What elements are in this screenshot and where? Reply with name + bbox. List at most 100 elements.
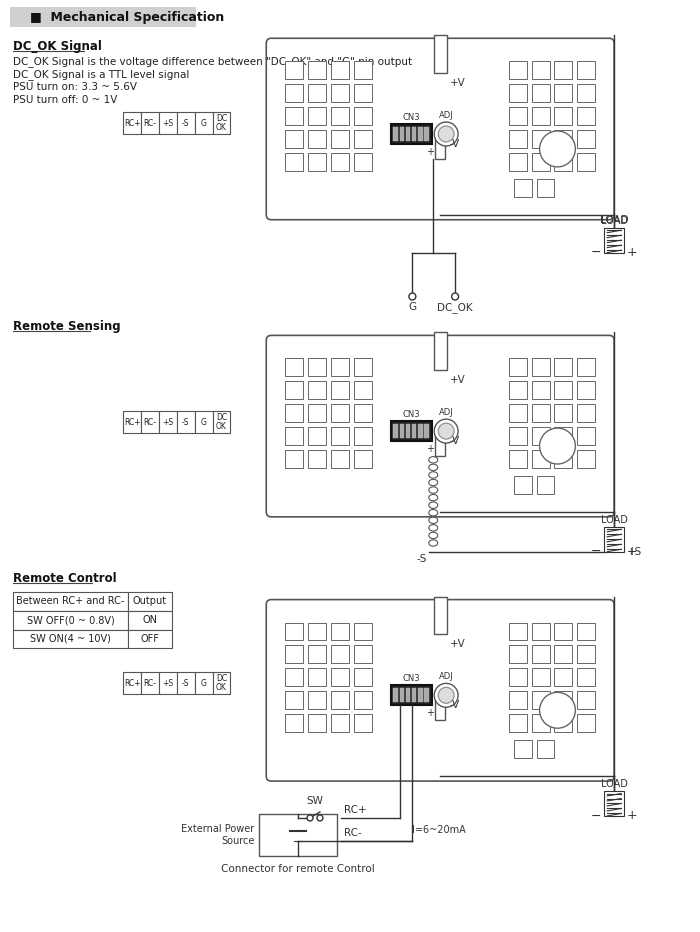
Circle shape [438, 126, 454, 142]
Text: RC-: RC- [144, 418, 157, 427]
Circle shape [452, 293, 458, 300]
Bar [308, 107, 326, 125]
Bar [331, 358, 349, 377]
Bar [578, 623, 595, 640]
Bar [331, 714, 349, 733]
Text: PSU turn on: 3.3 ~ 5.6V: PSU turn on: 3.3 ~ 5.6V [13, 82, 137, 92]
Text: DC_OK Signal: DC_OK Signal [13, 40, 102, 53]
Bar [418, 127, 423, 141]
Bar [10, 7, 196, 27]
Bar [578, 62, 595, 79]
Bar [285, 714, 303, 733]
Text: SW OFF(0 ~ 0.8V): SW OFF(0 ~ 0.8V) [27, 615, 114, 625]
Text: -V: -V [449, 700, 459, 710]
Bar [285, 404, 303, 422]
Bar [531, 427, 550, 445]
Text: RC+: RC+ [124, 418, 141, 427]
Bar [285, 358, 303, 377]
Bar [331, 427, 349, 445]
Bar [159, 672, 177, 694]
Bar [141, 112, 159, 134]
Ellipse shape [429, 510, 438, 516]
Bar [354, 130, 372, 148]
Bar [531, 646, 550, 664]
Bar [554, 692, 573, 709]
Bar [435, 426, 445, 456]
Text: RC+: RC+ [124, 118, 141, 128]
Text: I=6~20mA: I=6~20mA [412, 825, 466, 835]
Bar [354, 153, 372, 171]
Text: -V: -V [449, 139, 459, 149]
Text: +S: +S [162, 678, 174, 688]
Bar [354, 668, 372, 686]
Bar [531, 714, 550, 733]
Bar [123, 411, 141, 433]
Bar [285, 623, 303, 640]
Bar [531, 381, 550, 399]
Bar [509, 646, 526, 664]
Text: LOAD: LOAD [600, 214, 629, 225]
Bar [424, 689, 429, 703]
Bar [554, 404, 573, 422]
Bar [412, 424, 416, 438]
Bar [604, 227, 624, 253]
Bar [177, 672, 195, 694]
Bar [412, 689, 416, 703]
Bar [128, 592, 172, 610]
Bar [554, 646, 573, 664]
Bar [177, 411, 195, 433]
Bar [434, 596, 447, 635]
FancyBboxPatch shape [266, 38, 614, 220]
Text: +: + [627, 810, 638, 822]
Text: +: + [426, 708, 434, 719]
Bar [531, 404, 550, 422]
Bar [308, 714, 326, 733]
Bar [354, 381, 372, 399]
Bar [308, 84, 326, 103]
Bar [331, 646, 349, 664]
Bar [354, 358, 372, 377]
Bar [509, 668, 526, 686]
Bar [308, 450, 326, 468]
Bar [531, 358, 550, 377]
Bar [509, 84, 526, 103]
Bar [285, 107, 303, 125]
Text: +V: +V [450, 639, 466, 650]
Bar [285, 450, 303, 468]
Bar [123, 672, 141, 694]
Bar [554, 130, 573, 148]
Text: PSU turn off: 0 ~ 1V: PSU turn off: 0 ~ 1V [13, 95, 117, 105]
Circle shape [434, 419, 458, 443]
Bar [308, 404, 326, 422]
Bar [400, 689, 404, 703]
Bar [285, 668, 303, 686]
Text: Remote Sensing: Remote Sensing [13, 321, 120, 334]
Bar [406, 689, 410, 703]
Bar [554, 427, 573, 445]
Bar [531, 107, 550, 125]
Ellipse shape [429, 479, 438, 486]
Bar [213, 411, 230, 433]
Bar [578, 668, 595, 686]
Bar [418, 424, 423, 438]
Text: ADJ: ADJ [439, 672, 454, 681]
Bar [331, 84, 349, 103]
Circle shape [438, 423, 454, 439]
Text: +S: +S [162, 418, 174, 427]
Bar [308, 427, 326, 445]
Bar [509, 692, 526, 709]
Text: LOAD: LOAD [601, 514, 628, 525]
Text: ■  Mechanical Specification: ■ Mechanical Specification [29, 11, 224, 24]
Bar [424, 127, 429, 141]
Bar [391, 421, 432, 441]
Bar [509, 107, 526, 125]
Text: CN3: CN3 [402, 113, 420, 122]
Bar [509, 450, 526, 468]
Bar [331, 692, 349, 709]
Ellipse shape [429, 494, 438, 500]
Bar [393, 689, 398, 703]
Text: +: + [426, 444, 434, 454]
Bar [285, 130, 303, 148]
Bar [331, 450, 349, 468]
Bar [331, 62, 349, 79]
